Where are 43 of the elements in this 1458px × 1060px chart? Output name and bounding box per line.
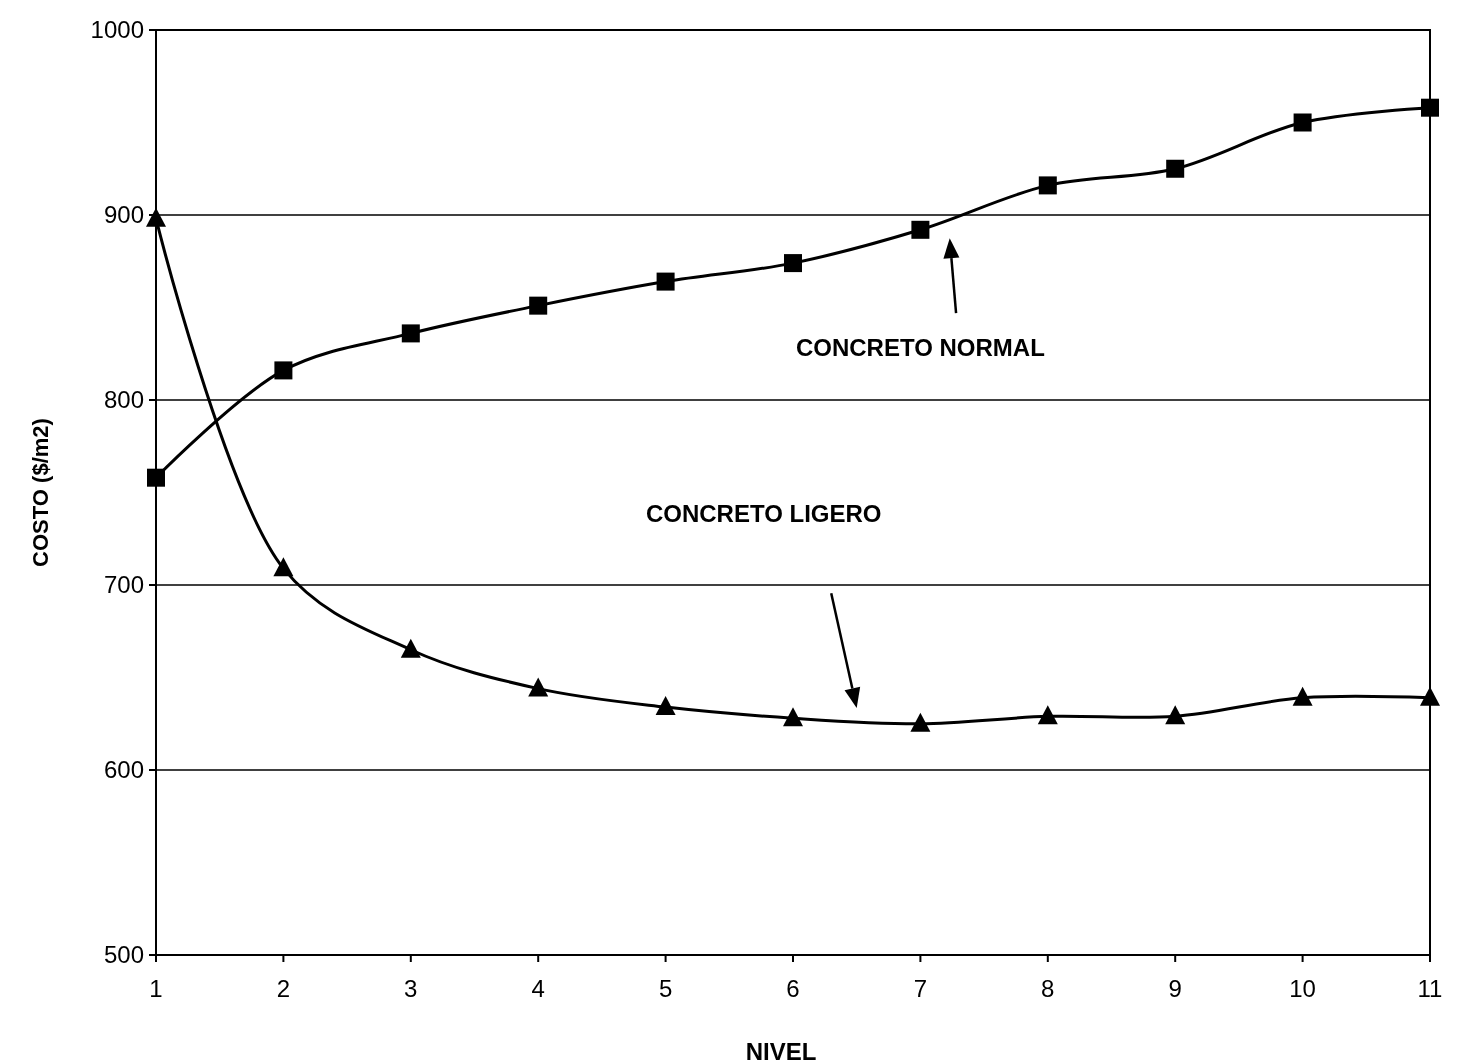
annotation: CONCRETO LIGERO — [645, 500, 882, 528]
x-tick-label: 9 — [1168, 975, 1182, 1002]
point — [401, 324, 420, 343]
x-tick-label: 7 — [913, 975, 928, 1002]
y-axis-title: COSTO ($/m2) — [28, 418, 53, 567]
point — [655, 696, 676, 716]
y-tick-label: 500 — [103, 941, 144, 969]
x-tick-label: 1 — [149, 975, 163, 1002]
point — [274, 361, 293, 380]
point — [784, 254, 802, 273]
y-tick-label: 1000 — [90, 16, 144, 44]
point — [146, 207, 166, 227]
x-tick-label: 2 — [276, 975, 291, 1002]
x-axis-title: NIVEL — [745, 1038, 817, 1060]
x-tick-label: 8 — [1041, 975, 1055, 1002]
x-tick-label: 5 — [658, 975, 673, 1002]
point — [147, 468, 165, 487]
point — [1420, 686, 1440, 706]
point — [529, 296, 548, 315]
point — [911, 220, 930, 239]
point — [1421, 98, 1439, 117]
annotation: CONCRETO NORMAL — [795, 333, 1045, 361]
point — [783, 707, 803, 727]
point — [1037, 705, 1058, 725]
x-tick-label: 6 — [786, 975, 800, 1002]
x-tick-label: 10 — [1289, 975, 1316, 1002]
point — [1038, 176, 1057, 195]
y-tick-label: 900 — [103, 201, 144, 229]
point — [528, 677, 549, 697]
x-tick-label: 4 — [531, 975, 545, 1002]
point — [1166, 159, 1185, 178]
x-tick-label: 11 — [1417, 975, 1443, 1002]
point — [1165, 705, 1186, 725]
point — [400, 638, 421, 658]
point — [656, 272, 675, 291]
point — [1292, 686, 1313, 706]
y-tick-label: 700 — [103, 571, 144, 599]
y-tick-label: 600 — [103, 756, 144, 784]
point — [1293, 113, 1312, 132]
point — [910, 712, 931, 732]
point — [273, 557, 294, 577]
x-tick-label: 3 — [404, 975, 418, 1002]
y-tick-label: 800 — [103, 386, 144, 414]
